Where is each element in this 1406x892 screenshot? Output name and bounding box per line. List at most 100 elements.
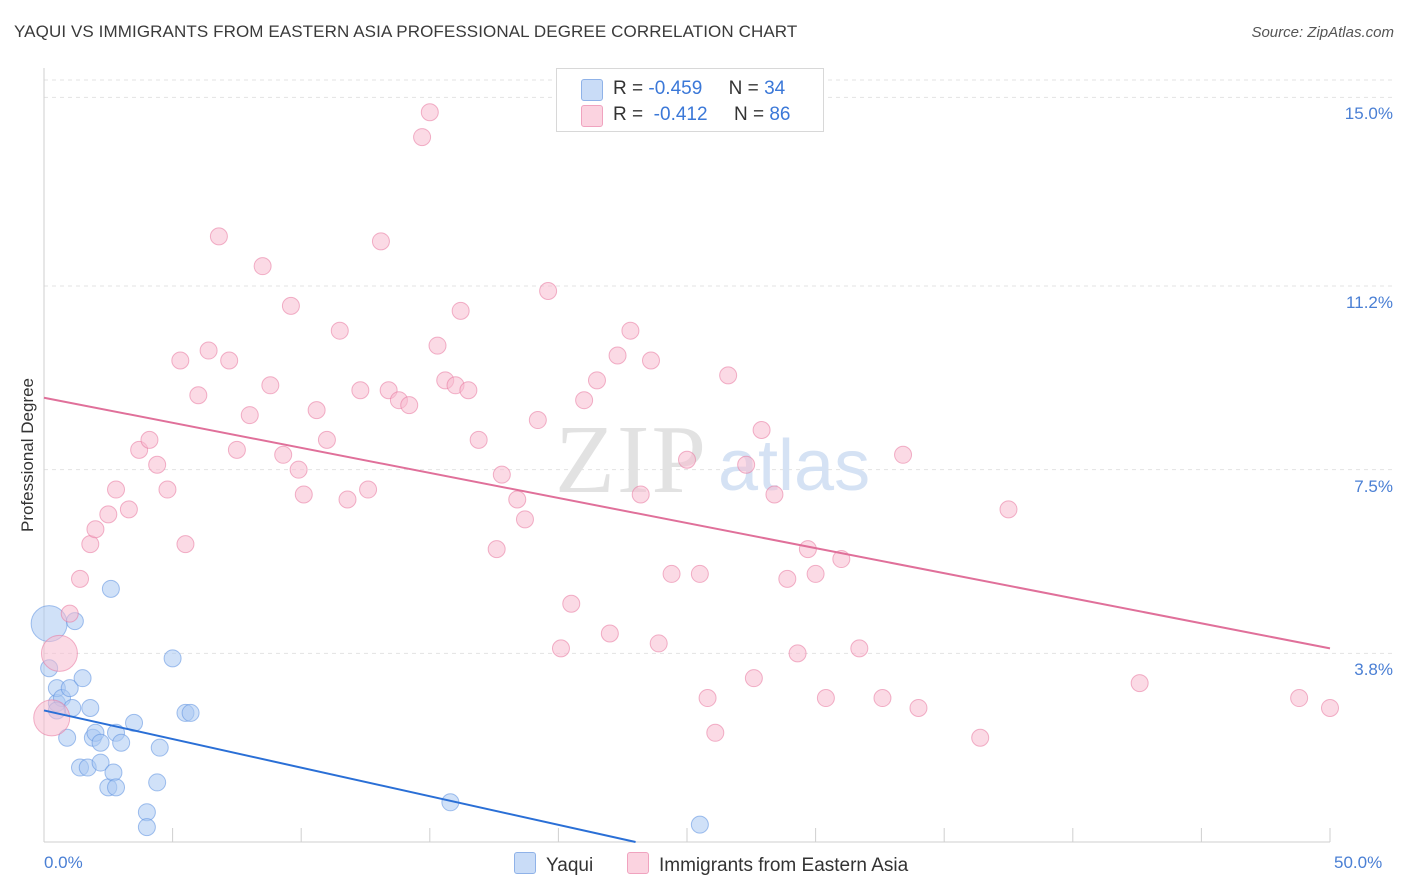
point-immigrants (86, 520, 105, 539)
point-immigrants (894, 445, 913, 464)
legend-n-label: N = (728, 78, 759, 99)
point-immigrants (798, 540, 817, 559)
point-immigrants (719, 366, 738, 385)
point-immigrants (744, 669, 763, 688)
point-immigrants (873, 689, 892, 708)
point-immigrants (33, 699, 71, 737)
x-tick-label-max: 50.0% (1334, 853, 1383, 872)
y-tick-label: 3.8% (1354, 660, 1393, 680)
point-immigrants (451, 301, 470, 320)
point-yaqui (137, 818, 156, 837)
bottom-legend-yaqui: Yaqui (514, 852, 593, 877)
point-yaqui (73, 669, 92, 688)
point-immigrants (289, 460, 308, 479)
bottom-legend-label-immigrants: Immigrants from Eastern Asia (659, 855, 909, 876)
point-immigrants (307, 401, 326, 420)
point-immigrants (420, 103, 439, 122)
point-immigrants (816, 689, 835, 708)
legend-r-value: -0.412 (653, 104, 708, 125)
legend-swatch-immigrants (581, 105, 603, 127)
point-immigrants (176, 535, 195, 554)
point-immigrants (199, 341, 218, 360)
point-yaqui (112, 733, 131, 752)
point-immigrants (508, 490, 527, 509)
point-immigrants (261, 376, 280, 395)
trend-lines (43, 396, 1331, 843)
point-immigrants (119, 500, 138, 519)
point-yaqui (690, 815, 709, 834)
point-immigrants (1130, 674, 1149, 693)
point-immigrants (1321, 698, 1339, 717)
point-yaqui (181, 703, 200, 722)
point-immigrants (600, 624, 619, 643)
point-immigrants (999, 500, 1018, 519)
point-immigrants (737, 455, 756, 474)
point-immigrants (338, 490, 357, 509)
point-yaqui (150, 738, 169, 757)
point-immigrants (621, 321, 640, 340)
bottom-legend-immigrants: Immigrants from Eastern Asia (627, 852, 908, 877)
point-immigrants (971, 728, 990, 747)
point-immigrants (469, 430, 488, 449)
point-immigrants (698, 689, 717, 708)
chart-title: YAQUI VS IMMIGRANTS FROM EASTERN ASIA PR… (14, 22, 798, 41)
point-yaqui (58, 728, 77, 747)
point-immigrants (294, 485, 313, 504)
trend-line-immigrants (43, 396, 1331, 650)
y-tick-label: 7.5% (1354, 476, 1393, 496)
point-immigrants (515, 510, 534, 529)
y-tick-label: 11.2% (1346, 293, 1393, 312)
point-yaqui (104, 763, 123, 782)
source-label: Source: ZipAtlas.com (1251, 24, 1394, 41)
point-immigrants (428, 336, 447, 355)
point-immigrants (371, 232, 390, 251)
point-immigrants (281, 296, 300, 315)
point-immigrants (274, 445, 293, 464)
point-yaqui (101, 579, 120, 598)
point-immigrants (662, 564, 681, 583)
point-immigrants (413, 128, 432, 147)
point-immigrants (148, 455, 167, 474)
legend-r-value: -0.459 (648, 78, 703, 99)
legend-n-value: 34 (764, 78, 786, 99)
bottom-legend-swatch-yaqui (514, 852, 536, 874)
point-immigrants (60, 604, 79, 623)
legend-swatch-yaqui (581, 79, 603, 101)
point-immigrants (492, 465, 511, 484)
point-immigrants (850, 639, 869, 658)
y-tick-label: 15.0% (1344, 104, 1393, 124)
point-yaqui (60, 679, 79, 698)
point-immigrants (678, 450, 696, 469)
legend-n-value: 86 (769, 104, 791, 125)
point-immigrants (690, 564, 709, 583)
point-immigrants (528, 411, 547, 430)
point-yaqui (107, 778, 126, 797)
point-immigrants (189, 386, 208, 405)
point-yaqui (81, 698, 100, 717)
point-yaqui (148, 773, 167, 792)
point-immigrants (575, 391, 594, 410)
point-immigrants (778, 569, 797, 588)
point-immigrants (551, 639, 570, 658)
bottom-legend-swatch-immigrants (627, 852, 649, 874)
point-immigrants (107, 480, 126, 499)
point-immigrants (99, 505, 118, 524)
point-immigrants (587, 371, 606, 390)
point-immigrants (1290, 689, 1309, 708)
correlation-legend: R = -0.459 N = 34 R = -0.412 N = 86 (556, 68, 824, 132)
point-immigrants (788, 644, 807, 663)
point-immigrants (253, 257, 272, 276)
legend-r-label: R = (613, 78, 644, 99)
x-tick-label-min: 0.0% (44, 853, 83, 872)
point-immigrants (752, 420, 771, 439)
point-immigrants (487, 540, 506, 559)
point-immigrants (459, 381, 478, 400)
point-immigrants (171, 351, 190, 370)
point-immigrants (317, 430, 336, 449)
point-immigrants (40, 634, 78, 672)
point-immigrants (631, 485, 650, 504)
point-yaqui (91, 753, 110, 772)
bottom-legend-label-yaqui: Yaqui (546, 855, 594, 876)
trend-line-yaqui (43, 709, 636, 843)
point-immigrants (71, 569, 90, 588)
